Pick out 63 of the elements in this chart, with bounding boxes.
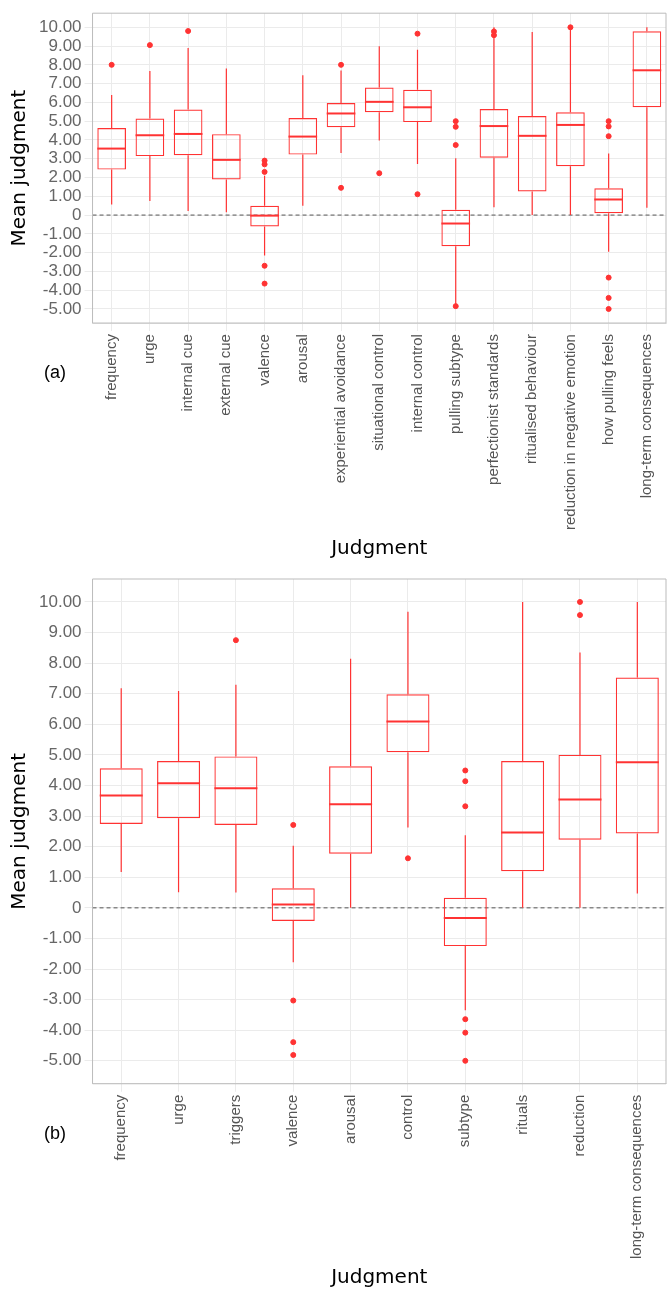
- y-tick-label: -2.00: [42, 242, 82, 262]
- y-tick-label: -1.00: [42, 928, 82, 948]
- x-tick-label: experiential avoidance: [331, 334, 349, 484]
- y-tick-label: -4.00: [42, 279, 82, 299]
- y-tick-label: 10.00: [38, 591, 82, 611]
- x-tick-label: perfectionist standards: [484, 334, 502, 485]
- x-tick-label: subtype: [455, 1094, 473, 1148]
- x-tick-label: situational control: [369, 334, 387, 451]
- y-tick-label: 0: [72, 897, 82, 917]
- x-tick-label: urge: [140, 334, 158, 365]
- y-tick-label: 1.00: [48, 866, 82, 886]
- y-tick-label: 3.00: [48, 805, 82, 825]
- y-tick-label: 5.00: [48, 110, 82, 130]
- y-tick-label: 8.00: [48, 652, 82, 672]
- y-tick-label: 9.00: [48, 622, 82, 642]
- y-tick-label: 7.00: [48, 683, 82, 703]
- y-tick-label: 10.00: [38, 16, 82, 36]
- y-tick-label: 2.00: [48, 836, 82, 856]
- x-tick-label: internal control: [407, 334, 425, 433]
- y-tick-label: 1.00: [48, 185, 82, 205]
- x-axis-title: Judgment: [329, 1264, 428, 1289]
- y-tick-label: -5.00: [42, 1050, 82, 1070]
- y-tick-label: 4.00: [48, 129, 82, 149]
- y-tick-label: 2.00: [48, 167, 82, 187]
- y-tick-label: -3.00: [42, 261, 82, 281]
- y-tick-label: -1.00: [42, 223, 82, 243]
- x-tick-label: reduction: [570, 1094, 588, 1157]
- y-tick-label: -5.00: [42, 298, 82, 318]
- y-tick-label: 9.00: [48, 35, 82, 55]
- x-tick-label: long-term consequences: [637, 334, 655, 499]
- x-tick-label: frequency: [111, 1094, 129, 1161]
- y-tick-label: 8.00: [48, 54, 82, 74]
- y-axis-title: Mean judgment: [6, 89, 31, 247]
- y-tick-label: -2.00: [42, 958, 82, 978]
- x-tick-label: arousal: [340, 1094, 358, 1144]
- x-tick-label: rituals: [512, 1094, 530, 1135]
- x-tick-label: urge: [168, 1094, 186, 1125]
- text: (b): [44, 1122, 66, 1143]
- x-tick-label: triggers: [226, 1094, 244, 1145]
- x-tick-label: arousal: [292, 334, 310, 384]
- x-tick-label: long-term consequences: [627, 1094, 645, 1260]
- y-tick-label: 6.00: [48, 713, 82, 733]
- y-tick-label: 6.00: [48, 92, 82, 112]
- y-axis-title: Mean judgment: [6, 752, 31, 910]
- y-tick-label: 3.00: [48, 148, 82, 168]
- y-tick-label: 7.00: [48, 73, 82, 93]
- x-tick-label: control: [398, 1094, 416, 1140]
- x-tick-label: reduction in negative emotion: [560, 334, 578, 531]
- y-tick-label: 4.00: [48, 775, 82, 795]
- x-tick-label: how pulling feels: [598, 334, 616, 445]
- x-tick-label: ritualised behaviour: [522, 334, 540, 465]
- y-tick-label: 0: [72, 204, 82, 224]
- x-tick-label: frequency: [101, 333, 119, 400]
- y-tick-label: -3.00: [42, 989, 82, 1009]
- x-tick-label: pulling subtype: [445, 334, 463, 435]
- x-tick-label: external cue: [216, 334, 234, 416]
- x-tick-label: valence: [283, 1094, 301, 1147]
- text: (a): [44, 362, 66, 383]
- y-tick-label: 5.00: [48, 744, 82, 764]
- x-tick-label: internal cue: [178, 334, 196, 412]
- x-tick-label: valence: [254, 334, 272, 386]
- x-axis-title: Judgment: [329, 535, 428, 560]
- y-tick-label: -4.00: [42, 1019, 82, 1039]
